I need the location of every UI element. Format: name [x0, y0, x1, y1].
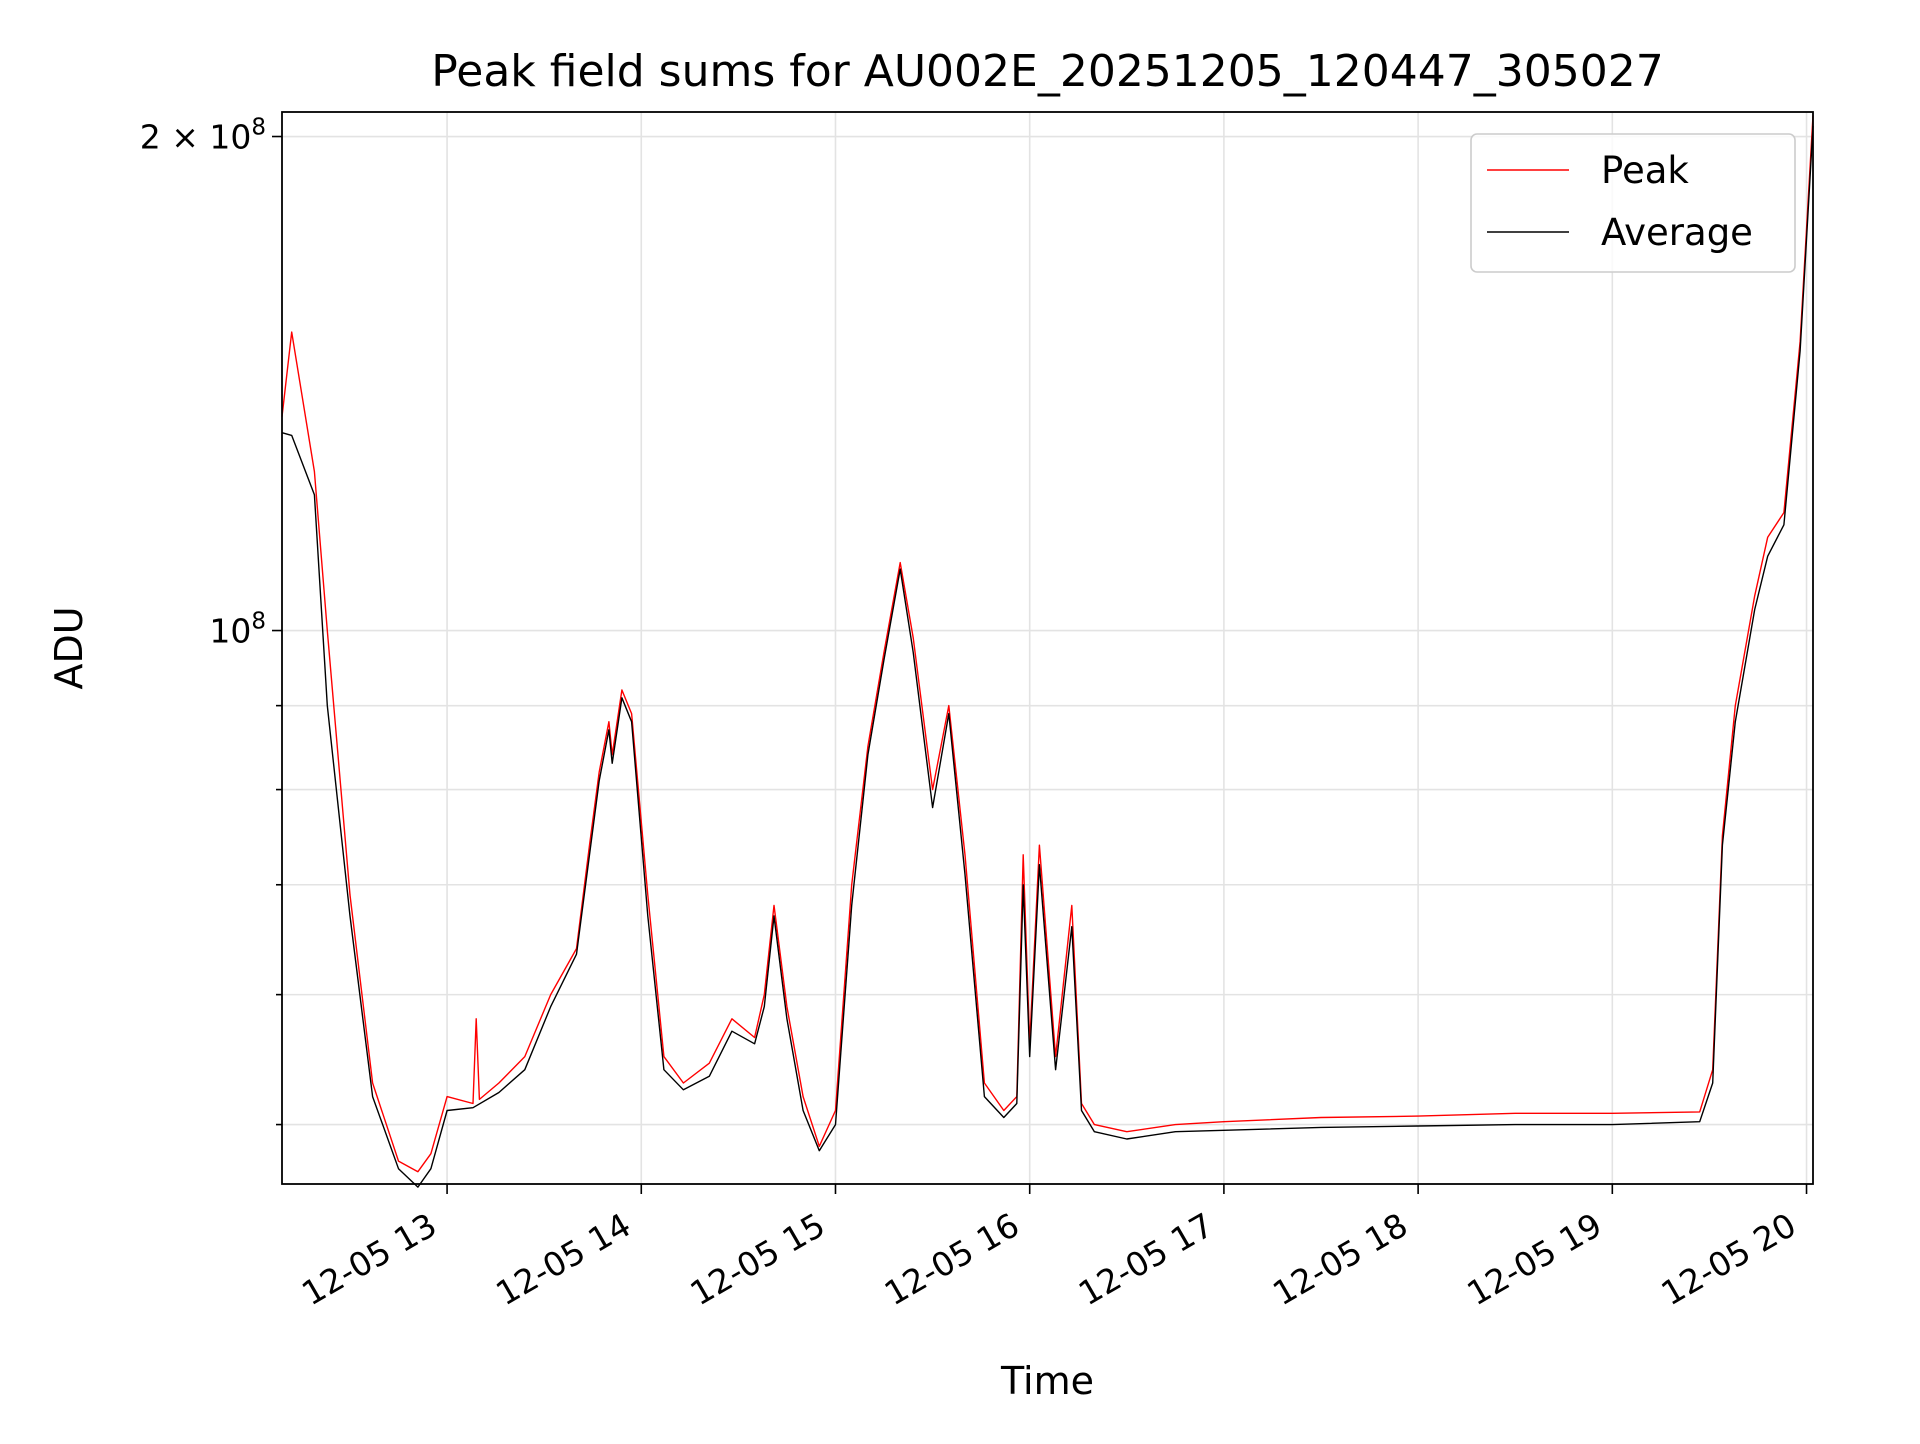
axes-frame: [281, 111, 1814, 1185]
y-tick-label: 2 × 108: [140, 115, 266, 157]
series-line-peak: [281, 115, 1814, 1173]
series-line-average: [281, 125, 1814, 1188]
x-axis-label: Time: [1000, 1359, 1094, 1403]
legend-label-average: Average: [1601, 211, 1753, 254]
legend-label-peak: Peak: [1601, 149, 1689, 192]
legend: Peak Average: [1470, 133, 1796, 273]
legend-box: [1470, 133, 1796, 273]
grid: [282, 112, 1813, 1184]
y-tick-label: 108: [209, 609, 266, 651]
y-axis-label: ADU: [47, 606, 91, 689]
series-group: [281, 115, 1814, 1188]
chart-title: Peak field sums for AU002E_20251205_1204…: [431, 46, 1663, 97]
